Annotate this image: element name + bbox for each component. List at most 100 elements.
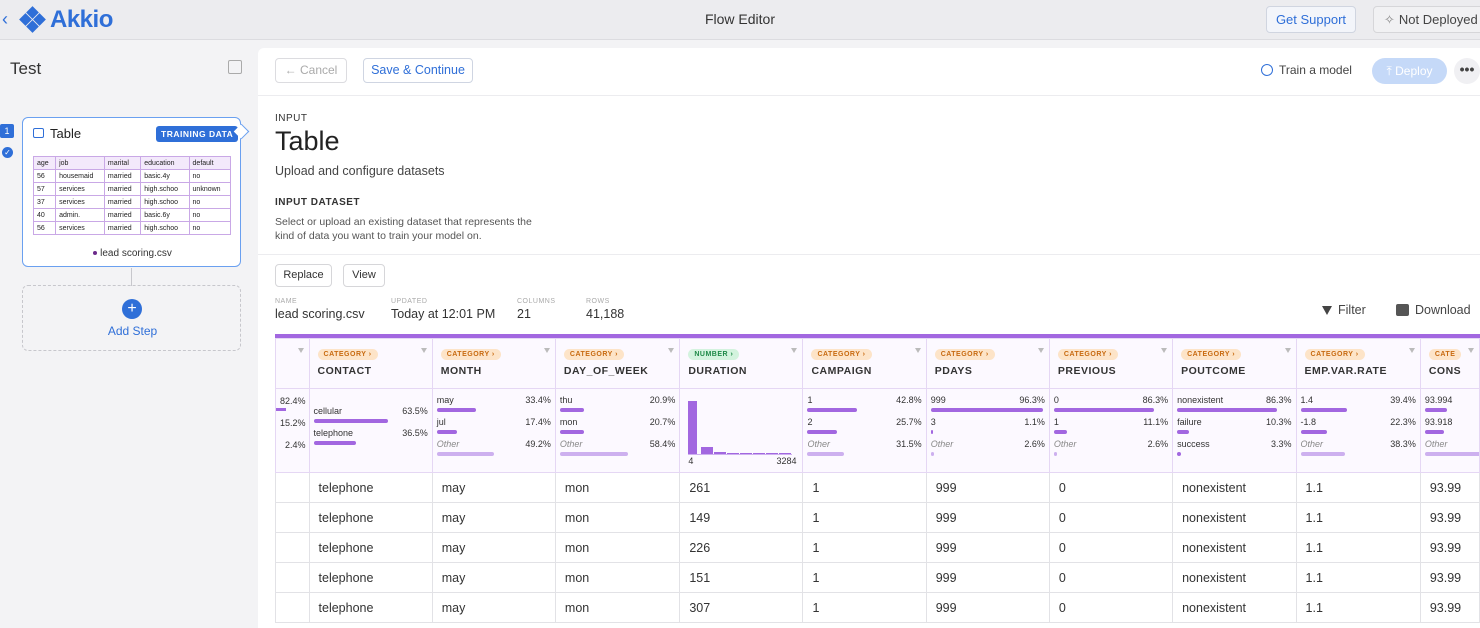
save-continue-button[interactable]: Save & Continue (363, 58, 473, 83)
get-support-button[interactable]: Get Support (1266, 6, 1356, 33)
table-cell[interactable]: 1.1 (1295, 472, 1421, 503)
column-type-badge[interactable]: CATEGORY › (811, 349, 872, 360)
table-cell[interactable]: mon (554, 502, 681, 533)
table-cell[interactable]: telephone (308, 592, 433, 623)
filter-icon[interactable] (420, 348, 427, 353)
filter-icon[interactable] (543, 348, 550, 353)
table-cell[interactable]: 226 (679, 532, 804, 563)
table-cell[interactable]: 0 (1048, 592, 1174, 623)
table-cell[interactable]: 1.1 (1295, 502, 1421, 533)
column-type-badge[interactable]: CATEGORY › (563, 349, 624, 360)
table-cell[interactable]: mon (554, 472, 681, 503)
filter-icon[interactable] (791, 348, 798, 353)
filter-icon[interactable] (1468, 348, 1474, 353)
column-type-badge[interactable]: CATEGORY › (317, 349, 378, 360)
table-cell[interactable]: 0 (1048, 472, 1174, 503)
table-cell[interactable]: 1 (802, 532, 927, 563)
column-header[interactable]: CATEGORY › MONTH (431, 338, 556, 389)
table-row[interactable]: telephone may mon 149 1 999 0 nonexistent 1.1 93.… (275, 502, 1480, 533)
table-cell[interactable]: nonexistent (1172, 502, 1297, 533)
filter-icon[interactable] (1408, 348, 1415, 353)
column-header[interactable]: CATEGORY › POUTCOME (1172, 338, 1297, 389)
table-cell[interactable]: mon (554, 562, 681, 593)
table-cell[interactable]: nonexistent (1172, 562, 1297, 593)
column-header[interactable]: CATEGORY › CONTACT (308, 338, 433, 389)
view-button[interactable]: View (343, 264, 385, 287)
column-type-badge[interactable]: CATE (1428, 349, 1462, 360)
akkio-logo[interactable]: Akkio (19, 6, 113, 34)
table-cell[interactable]: may (431, 562, 556, 593)
table-cell[interactable]: 149 (679, 502, 804, 533)
deploy-button[interactable]: ⤒ Deploy (1372, 58, 1447, 84)
table-cell[interactable]: 1 (802, 472, 927, 503)
table-cell[interactable]: 93.99 (1419, 532, 1480, 563)
filter-icon[interactable] (1284, 348, 1291, 353)
table-row[interactable]: telephone may mon 151 1 999 0 nonexistent 1.1 93.… (275, 562, 1480, 593)
deploy-status-button[interactable]: ✧ Not Deployed (1373, 6, 1480, 33)
column-header[interactable]: CATEGORY › PDAYS (925, 338, 1050, 389)
table-row[interactable]: telephone may mon 307 1 999 0 nonexistent 1.1 93.… (275, 592, 1480, 623)
column-header[interactable]: NUMBER › DURATION (679, 338, 804, 389)
column-type-badge[interactable]: CATEGORY › (1304, 349, 1365, 360)
more-options-button[interactable]: ••• (1454, 58, 1480, 84)
table-cell[interactable]: may (431, 502, 556, 533)
column-type-badge[interactable]: CATEGORY › (440, 349, 501, 360)
table-row[interactable]: telephone may mon 226 1 999 0 nonexistent 1.1 93.… (275, 532, 1480, 563)
table-cell[interactable]: nonexistent (1172, 532, 1297, 563)
filter-icon[interactable] (1161, 348, 1168, 353)
table-cell[interactable]: 151 (679, 562, 804, 593)
replace-button[interactable]: Replace (275, 264, 332, 287)
table-cell[interactable]: 307 (679, 592, 804, 623)
column-header[interactable]: CATEGORY › PREVIOUS (1048, 338, 1174, 389)
table-cell[interactable]: 261 (679, 472, 804, 503)
table-cell[interactable]: 0 (1048, 562, 1174, 593)
table-cell[interactable]: telephone (308, 472, 433, 503)
column-header[interactable]: CATEGORY › CAMPAIGN (802, 338, 927, 389)
column-type-badge[interactable]: CATEGORY › (1057, 349, 1118, 360)
download-button[interactable]: Download (1396, 303, 1471, 317)
table-cell[interactable]: 93.99 (1419, 502, 1480, 533)
table-cell[interactable]: telephone (308, 502, 433, 533)
table-cell[interactable]: 999 (925, 472, 1050, 503)
table-cell[interactable]: 93.99 (1419, 472, 1480, 503)
column-type-badge[interactable]: CATEGORY › (1181, 349, 1242, 360)
step-card-table[interactable]: Table TRAINING DATA age job marital educ… (22, 117, 241, 267)
filter-icon[interactable] (1037, 348, 1044, 353)
edit-icon[interactable] (228, 60, 242, 74)
table-row[interactable]: telephone may mon 261 1 999 0 nonexistent 1.1 93.… (275, 472, 1480, 503)
table-cell[interactable]: nonexistent (1172, 592, 1297, 623)
add-step-button[interactable]: + Add Step (22, 285, 241, 351)
column-type-badge[interactable]: CATEGORY › (934, 349, 995, 360)
table-cell[interactable]: 1 (802, 502, 927, 533)
train-model-step[interactable]: Train a model (1261, 63, 1352, 77)
table-cell[interactable]: may (431, 532, 556, 563)
table-cell[interactable]: 999 (925, 502, 1050, 533)
column-header[interactable]: CATEGORY › DAY_OF_WEEK (554, 338, 681, 389)
table-cell[interactable]: telephone (308, 532, 433, 563)
table-cell[interactable]: 1 (802, 562, 927, 593)
filter-icon[interactable] (914, 348, 921, 353)
table-cell[interactable]: telephone (308, 562, 433, 593)
filter-icon[interactable] (297, 348, 304, 353)
table-cell[interactable]: may (431, 472, 556, 503)
back-chevron-icon[interactable]: ‹ (2, 9, 8, 29)
table-cell[interactable]: mon (554, 532, 681, 563)
table-cell[interactable]: 0 (1048, 532, 1174, 563)
table-cell[interactable]: may (431, 592, 556, 623)
table-cell[interactable]: 999 (925, 592, 1050, 623)
table-cell[interactable]: 1.1 (1295, 532, 1421, 563)
cancel-button[interactable]: ← Cancel (275, 58, 347, 83)
table-cell[interactable]: 1.1 (1295, 592, 1421, 623)
filter-icon[interactable] (668, 348, 675, 353)
table-cell[interactable]: 999 (925, 532, 1050, 563)
table-cell[interactable]: 93.99 (1419, 592, 1480, 623)
filter-button[interactable]: Filter (1322, 303, 1366, 317)
column-type-badge[interactable]: NUMBER › (688, 349, 740, 360)
table-cell[interactable]: 1.1 (1295, 562, 1421, 593)
table-cell[interactable]: mon (554, 592, 681, 623)
column-header[interactable]: CATE CONS (1419, 338, 1480, 389)
column-header[interactable]: CATEGORY › EMP.VAR.RATE (1295, 338, 1421, 389)
table-cell[interactable]: 999 (925, 562, 1050, 593)
table-cell[interactable]: 93.99 (1419, 562, 1480, 593)
table-cell[interactable]: 1 (802, 592, 927, 623)
